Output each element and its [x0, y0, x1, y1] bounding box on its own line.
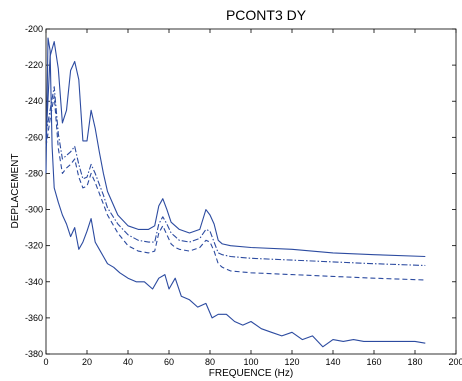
x-tick-label: 180 — [407, 357, 422, 367]
y-tick-label: -380 — [25, 349, 43, 359]
x-tick-label: 40 — [123, 357, 133, 367]
x-tick-label: 60 — [164, 357, 174, 367]
y-tick-label: -280 — [25, 168, 43, 178]
y-axis-label: DEPLACEMENT — [10, 153, 21, 228]
series-group — [45, 37, 426, 348]
y-tick-label: -340 — [25, 277, 43, 287]
x-tick-label: 140 — [325, 357, 340, 367]
x-tick-label: 200 — [448, 357, 462, 367]
y-tick-label: -320 — [25, 241, 43, 251]
x-axis-label: FREQUENCE (Hz) — [209, 368, 293, 379]
x-tick-label: 80 — [205, 357, 215, 367]
x-tick-label: 0 — [43, 357, 48, 367]
series-line-4-solid — [45, 37, 426, 348]
series-line-3-dashed — [45, 95, 426, 281]
series-line-1-solid — [45, 41, 426, 258]
x-axis-ticks: 0 20 40 60 80 100 120 140 160 180 200 — [43, 29, 462, 367]
y-tick-label: -240 — [25, 96, 43, 106]
y-tick-label: -200 — [25, 24, 43, 34]
y-tick-label: -360 — [25, 313, 43, 323]
chart-title: PCONT3 DY — [226, 7, 307, 23]
x-tick-label: 20 — [82, 357, 92, 367]
y-axis-ticks: -200 -220 -240 -260 -280 -300 -320 -340 -360 -380 — [25, 24, 456, 359]
x-tick-label: 120 — [284, 357, 299, 367]
x-tick-label: 160 — [366, 357, 381, 367]
y-tick-label: -260 — [25, 132, 43, 142]
y-tick-label: -300 — [25, 205, 43, 215]
y-tick-label: -220 — [25, 60, 43, 70]
x-tick-label: 100 — [243, 357, 258, 367]
series-line-2-dashdot — [45, 86, 426, 267]
